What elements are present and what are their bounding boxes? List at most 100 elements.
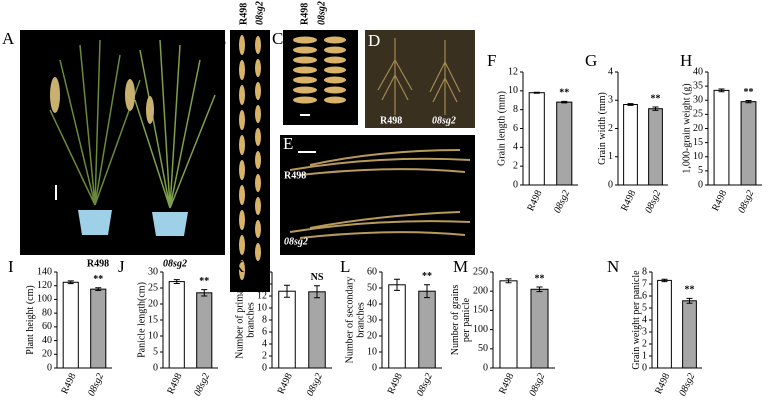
y-axis-label: Number of primary bbox=[234, 281, 245, 359]
y-tick-label: 1 bbox=[608, 151, 613, 162]
error-bar bbox=[661, 278, 668, 283]
y-tick-label: 0 bbox=[153, 362, 158, 373]
y-tick-label: 0 bbox=[698, 179, 703, 190]
y-tick-label: 0 bbox=[372, 362, 377, 373]
x-tick-label: R498 bbox=[59, 372, 78, 396]
y-tick-label: 14 bbox=[257, 278, 267, 289]
panel-letter: H bbox=[680, 51, 692, 70]
y-tick-label: 4 bbox=[642, 314, 647, 325]
photo-label: R498 bbox=[299, 3, 310, 25]
y-tick-label: 2 bbox=[642, 338, 647, 349]
panicles bbox=[289, 149, 471, 239]
bar bbox=[499, 280, 518, 369]
bar bbox=[62, 281, 79, 369]
y-axis-label: per panicle bbox=[461, 297, 472, 342]
y-tick-label: 40 bbox=[367, 298, 377, 309]
y-axis-label: Number of grains bbox=[450, 285, 461, 356]
error-bar bbox=[314, 285, 320, 299]
y-tick-label: 10 bbox=[257, 302, 267, 313]
x-tick-label: 08sg2 bbox=[643, 189, 663, 215]
y-tick-label: 3 bbox=[608, 95, 613, 106]
error-bar bbox=[536, 286, 543, 293]
error-bar bbox=[652, 106, 659, 111]
bar bbox=[623, 103, 638, 186]
significance: ** bbox=[199, 276, 209, 287]
bar bbox=[657, 279, 672, 369]
photo-label: 08sg2 bbox=[163, 258, 187, 269]
panel-letter: B bbox=[215, 31, 226, 50]
photo-label: R498 bbox=[87, 258, 109, 269]
y-tick-label: 3 bbox=[642, 326, 647, 337]
y-tick-label: 0 bbox=[513, 179, 518, 190]
significance: ** bbox=[93, 274, 103, 285]
panicles bbox=[377, 38, 461, 115]
y-tick-label: 150 bbox=[473, 305, 488, 316]
y-tick-label: 7 bbox=[642, 278, 647, 289]
error-bar bbox=[201, 289, 208, 297]
panel-letter: D bbox=[368, 31, 380, 50]
x-tick-label: 08sg2 bbox=[736, 189, 756, 215]
y-axis-label: Grain weight per panicle bbox=[631, 270, 642, 370]
y-axis-label: Plant height (cm) bbox=[25, 285, 36, 354]
x-tick-label: R498 bbox=[710, 189, 729, 213]
y-tick-label: 20 bbox=[148, 298, 158, 309]
y-axis-label: Number of secondary bbox=[344, 277, 355, 364]
y-tick-label: 60 bbox=[42, 321, 52, 332]
y-tick-label: 40 bbox=[42, 335, 52, 346]
bar bbox=[196, 292, 213, 369]
x-tick-label: 08sg2 bbox=[527, 372, 547, 398]
y-tick-label: 25 bbox=[693, 109, 703, 120]
y-tick-label: 0 bbox=[262, 362, 267, 373]
bar bbox=[713, 89, 730, 186]
panel-letter: I bbox=[8, 257, 14, 276]
panicles bbox=[50, 77, 154, 124]
x-tick-label: R498 bbox=[386, 372, 405, 396]
panel-letter: E bbox=[283, 134, 293, 153]
y-axis-label: branches bbox=[245, 302, 256, 338]
x-tick-label: R498 bbox=[497, 372, 516, 396]
grains bbox=[239, 35, 261, 280]
x-tick-label: 08sg2 bbox=[86, 372, 106, 398]
y-axis-label: branches bbox=[355, 302, 366, 338]
plant-r498 bbox=[49, 39, 141, 206]
bar bbox=[530, 288, 549, 369]
photo-d bbox=[365, 30, 475, 128]
y-tick-label: 20 bbox=[367, 330, 377, 341]
error-bar bbox=[95, 287, 102, 292]
y-tick-label: 30 bbox=[693, 95, 703, 106]
y-tick-label: 140 bbox=[37, 266, 52, 277]
panel-letter: L bbox=[340, 257, 350, 276]
y-tick-label: 35 bbox=[693, 80, 703, 91]
error-bar bbox=[394, 278, 400, 291]
photo-label: 08sg2 bbox=[316, 1, 327, 25]
y-axis-label: Panicle length(cm) bbox=[136, 282, 147, 358]
photo-label: 08sg2 bbox=[432, 115, 456, 126]
y-tick-label: 0 bbox=[642, 362, 647, 373]
x-tick-label: 08sg2 bbox=[305, 372, 325, 398]
y-axis-label: Grain width (mm) bbox=[597, 92, 608, 165]
y-tick-label: 25 bbox=[148, 282, 158, 293]
y-tick-label: 8 bbox=[513, 104, 518, 115]
x-tick-label: R498 bbox=[525, 189, 544, 213]
y-tick-label: 8 bbox=[642, 266, 647, 277]
y-tick-label: 1 bbox=[642, 350, 647, 361]
significance: NS bbox=[311, 272, 324, 283]
y-tick-label: 30 bbox=[148, 266, 158, 277]
bar bbox=[556, 101, 573, 186]
photo-label: 08sg2 bbox=[254, 1, 265, 25]
error-bar bbox=[173, 279, 180, 285]
panel-letter: N bbox=[607, 257, 619, 276]
y-tick-label: 10 bbox=[367, 346, 377, 357]
y-tick-label: 200 bbox=[473, 285, 488, 296]
significance: ** bbox=[744, 87, 754, 98]
error-bar bbox=[627, 103, 634, 106]
photo-label: 08sg2 bbox=[284, 236, 308, 247]
bar bbox=[418, 290, 436, 369]
error-bar bbox=[686, 297, 693, 304]
panel-letter: C bbox=[272, 29, 283, 48]
photo-label: R498 bbox=[284, 170, 306, 181]
y-tick-label: 4 bbox=[262, 338, 267, 349]
y-tick-label: 50 bbox=[478, 343, 488, 354]
photo-b bbox=[230, 30, 270, 292]
